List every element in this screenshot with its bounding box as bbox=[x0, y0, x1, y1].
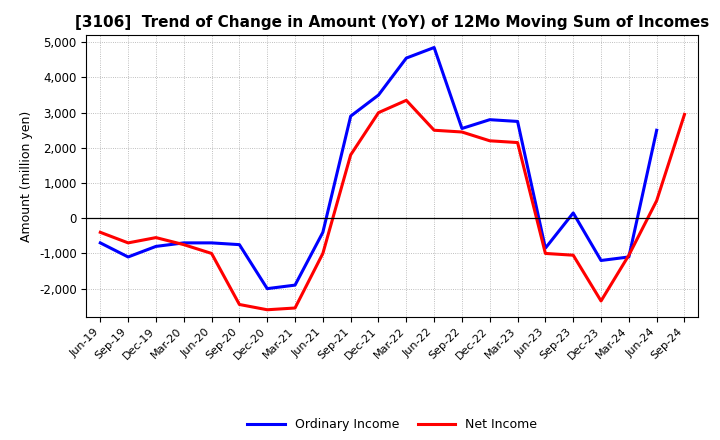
Net Income bbox=[624, 253, 633, 258]
Ordinary Income bbox=[513, 119, 522, 124]
Net Income bbox=[458, 129, 467, 135]
Net Income bbox=[652, 198, 661, 203]
Net Income bbox=[374, 110, 383, 115]
Net Income bbox=[152, 235, 161, 240]
Net Income bbox=[179, 242, 188, 247]
Ordinary Income bbox=[235, 242, 243, 247]
Net Income bbox=[263, 307, 271, 312]
Net Income bbox=[430, 128, 438, 133]
Ordinary Income bbox=[291, 282, 300, 288]
Ordinary Income bbox=[374, 92, 383, 98]
Net Income bbox=[402, 98, 410, 103]
Ordinary Income bbox=[152, 244, 161, 249]
Ordinary Income bbox=[569, 210, 577, 216]
Net Income bbox=[96, 230, 104, 235]
Net Income bbox=[541, 251, 550, 256]
Net Income bbox=[597, 298, 606, 304]
Ordinary Income bbox=[624, 254, 633, 260]
Legend: Ordinary Income, Net Income: Ordinary Income, Net Income bbox=[243, 413, 542, 436]
Ordinary Income bbox=[318, 230, 327, 235]
Net Income bbox=[207, 251, 216, 256]
Line: Ordinary Income: Ordinary Income bbox=[100, 48, 657, 289]
Ordinary Income bbox=[346, 114, 355, 119]
Net Income bbox=[235, 302, 243, 307]
Ordinary Income bbox=[124, 254, 132, 260]
Ordinary Income bbox=[263, 286, 271, 291]
Net Income bbox=[291, 305, 300, 311]
Ordinary Income bbox=[458, 126, 467, 131]
Ordinary Income bbox=[541, 246, 550, 251]
Ordinary Income bbox=[179, 240, 188, 246]
Net Income bbox=[318, 251, 327, 256]
Ordinary Income bbox=[96, 240, 104, 246]
Ordinary Income bbox=[207, 240, 216, 246]
Net Income bbox=[346, 152, 355, 158]
Y-axis label: Amount (million yen): Amount (million yen) bbox=[20, 110, 33, 242]
Net Income bbox=[680, 112, 689, 117]
Ordinary Income bbox=[652, 128, 661, 133]
Line: Net Income: Net Income bbox=[100, 100, 685, 310]
Ordinary Income bbox=[402, 55, 410, 61]
Ordinary Income bbox=[485, 117, 494, 122]
Title: [3106]  Trend of Change in Amount (YoY) of 12Mo Moving Sum of Incomes: [3106] Trend of Change in Amount (YoY) o… bbox=[76, 15, 709, 30]
Net Income bbox=[124, 240, 132, 246]
Net Income bbox=[485, 138, 494, 143]
Ordinary Income bbox=[597, 258, 606, 263]
Ordinary Income bbox=[430, 45, 438, 50]
Net Income bbox=[513, 140, 522, 145]
Net Income bbox=[569, 253, 577, 258]
